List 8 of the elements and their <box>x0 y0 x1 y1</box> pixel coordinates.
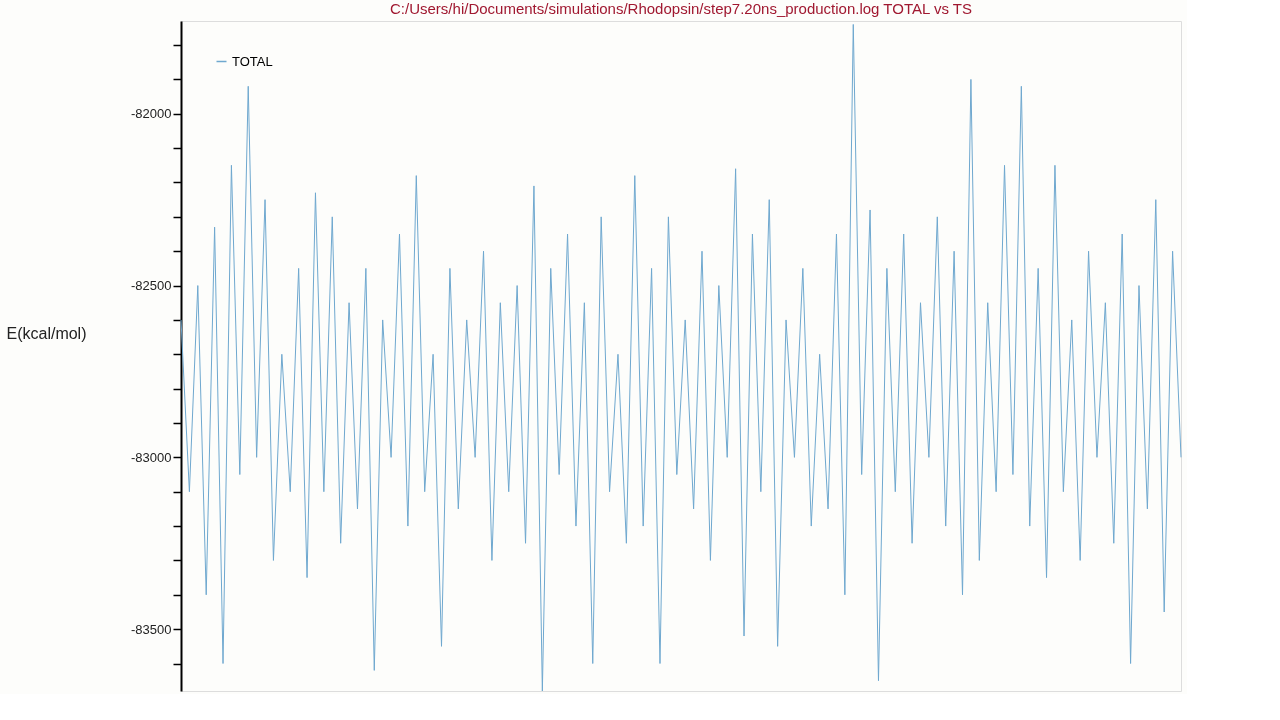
y-tick-label: -82000 <box>131 106 172 122</box>
y-axis-title: E(kcal/mol) <box>6 324 87 342</box>
y-tick-label: -83000 <box>131 449 172 465</box>
legend-label: TOTAL <box>232 53 273 69</box>
y-tick-label: -82500 <box>131 278 172 294</box>
line-series <box>180 23 1182 692</box>
chart-title: C:/Users/hi/Documents/simulations/Rhodopsin/step7.20ns_production.log TOTAL vs TS <box>390 0 972 17</box>
y-tick-label: -83500 <box>131 621 172 637</box>
